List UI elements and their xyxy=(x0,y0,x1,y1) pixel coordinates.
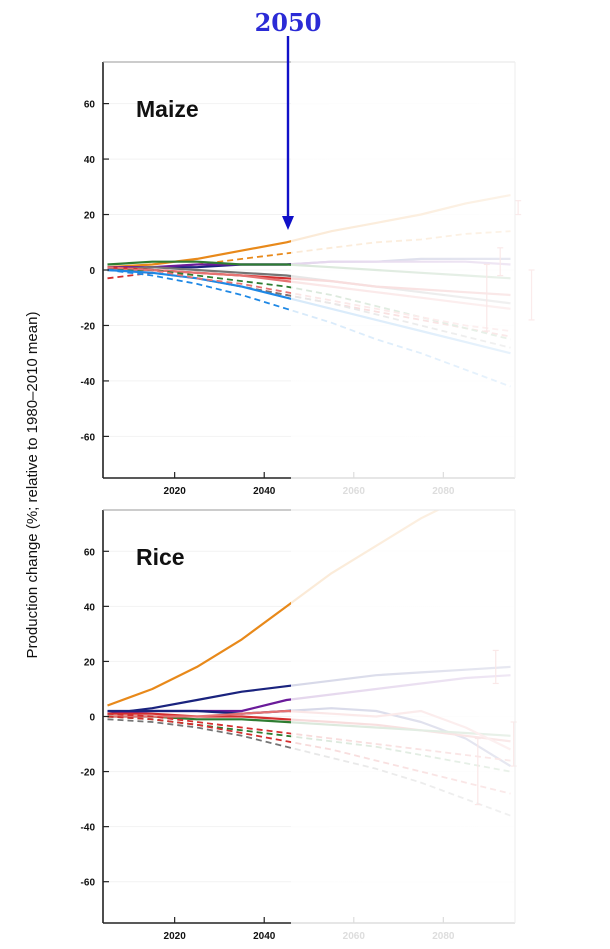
x-tick-label: 2080 xyxy=(432,486,455,497)
y-tick-label: 40 xyxy=(84,155,96,166)
future-fade-overlay xyxy=(291,56,610,512)
y-tick-label: -40 xyxy=(81,377,96,388)
future-fade-overlay xyxy=(291,504,610,949)
y-tick-label: -60 xyxy=(81,432,96,443)
y-tick-label: -20 xyxy=(81,768,96,779)
x-tick-label: 2040 xyxy=(253,486,276,497)
y-tick-label: -60 xyxy=(81,878,96,889)
y-axis-label: Production change (%; relative to 1980–2… xyxy=(24,312,41,659)
y-tick-label: 0 xyxy=(89,713,95,724)
y-tick-label: 20 xyxy=(84,657,96,668)
y-tick-label: 60 xyxy=(84,100,96,111)
x-tick-label: 2020 xyxy=(164,486,187,497)
panel-title: Maize xyxy=(136,96,199,122)
y-tick-label: -40 xyxy=(81,823,96,834)
panel-title: Rice xyxy=(136,544,185,570)
y-tick-label: -20 xyxy=(81,321,96,332)
marker-label: 2050 xyxy=(255,8,322,37)
x-tick-label: 2040 xyxy=(253,931,276,942)
x-tick-label: 2080 xyxy=(432,931,455,942)
x-tick-label: 2060 xyxy=(343,931,366,942)
y-tick-label: 0 xyxy=(89,266,95,277)
y-tick-label: 20 xyxy=(84,211,96,222)
y-tick-label: 40 xyxy=(84,602,96,613)
year-marker-2050: 2050 xyxy=(255,8,322,230)
marker-arrow-head xyxy=(282,216,294,230)
y-tick-label: 60 xyxy=(84,547,96,558)
x-tick-label: 2020 xyxy=(164,931,187,942)
x-tick-label: 2060 xyxy=(343,486,366,497)
